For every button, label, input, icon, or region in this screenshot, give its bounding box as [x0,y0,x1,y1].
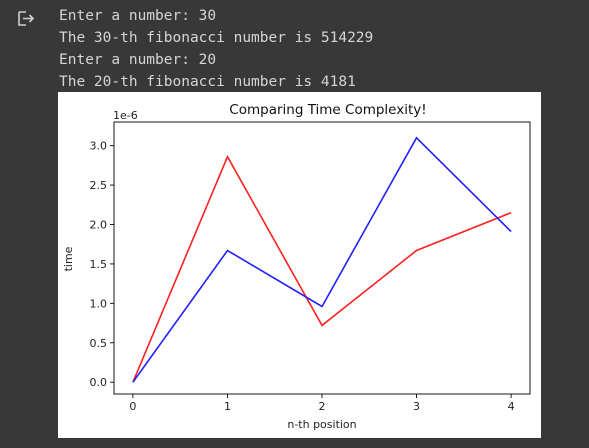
x-tick-label: 3 [413,400,420,413]
x-tick-label: 1 [224,400,231,413]
output-line-result-1: The 30-th fibonacci number is 514229 [59,30,374,46]
x-tick-label: 4 [508,400,515,413]
output-line-result-2: The 20-th fibonacci number is 4181 [59,74,356,90]
series-line-1 [132,154,512,383]
x-tick-label: 0 [129,400,136,413]
y-tick-label: 0.5 [90,337,108,350]
plot-figure: Comparing Time Complexity! 1e-6 time n-t… [58,92,541,438]
y-axis-label: time [62,246,75,271]
x-tick-label: 2 [319,400,326,413]
y-tick-label: 1.0 [90,297,108,310]
y-tick-label: 1.5 [90,258,108,271]
x-axis-label: n-th position [287,418,356,431]
output-line-prompt-2: Enter a number: 20 [59,52,217,68]
series-line-2 [132,136,512,383]
y-tick-label: 2.5 [90,179,108,192]
y-tick-label: 3.0 [90,140,108,153]
axes-frame [113,121,531,395]
y-tick-label: 0.0 [90,376,108,389]
output-line-prompt-1: Enter a number: 30 [59,8,217,24]
y-tick-label: 2.0 [90,218,108,231]
output-redirect-icon[interactable] [16,9,36,29]
chart-title: Comparing Time Complexity! [229,102,426,118]
y-scale-label: 1e-6 [113,109,138,122]
line-chart: Comparing Time Complexity! 1e-6 time n-t… [62,102,531,431]
